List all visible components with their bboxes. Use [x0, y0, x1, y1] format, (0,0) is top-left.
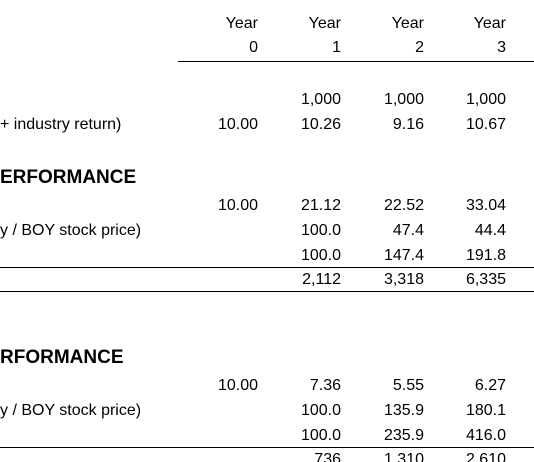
cell: 9.16: [392, 116, 424, 133]
total-cell: 2,610: [465, 451, 506, 462]
column-header: Year: [308, 15, 341, 32]
column-header: 1: [332, 39, 341, 56]
rule: [0, 267, 534, 268]
column-header: 0: [249, 39, 258, 56]
cell: 135.9: [383, 402, 424, 419]
cell: 6.27: [474, 377, 506, 394]
cell: 1,000: [465, 91, 506, 108]
column-header: Year: [391, 15, 424, 32]
cell: 10.00: [217, 197, 258, 214]
cell: 10.26: [300, 116, 341, 133]
row-label: y / BOY stock price): [0, 402, 142, 419]
section-heading: ERFORMANCE: [0, 167, 137, 188]
cell: 10.67: [465, 116, 506, 133]
cell: 33.04: [465, 197, 506, 214]
rule: [178, 61, 534, 62]
column-header: Year: [473, 15, 506, 32]
cell: 7.36: [309, 377, 341, 394]
total-cell: 3,318: [383, 271, 424, 288]
cell: 44.4: [474, 222, 506, 239]
row-label: + industry return): [0, 116, 122, 133]
cell: 191.8: [465, 247, 506, 264]
cell: 100.0: [300, 247, 341, 264]
column-header: Year: [225, 15, 258, 32]
cell: 416.0: [465, 427, 506, 444]
cell: 47.4: [392, 222, 424, 239]
cell: 10.00: [217, 377, 258, 394]
row-label: y / BOY stock price): [0, 222, 142, 239]
cell: 10.00: [217, 116, 258, 133]
cell: 5.55: [392, 377, 424, 394]
cell: 147.4: [383, 247, 424, 264]
cell: 100.0: [300, 402, 341, 419]
cell: 100.0: [300, 222, 341, 239]
cell: 180.1: [465, 402, 506, 419]
cell: 21.12: [300, 197, 341, 214]
total-cell: 1,310: [383, 451, 424, 462]
total-cell: 6,335: [465, 271, 506, 288]
rule: [0, 291, 534, 292]
rule: [0, 447, 534, 448]
cell: 22.52: [383, 197, 424, 214]
total-cell: 2,112: [302, 271, 341, 288]
cell: 100.0: [300, 427, 341, 444]
column-header: 3: [497, 39, 506, 56]
cell: 1,000: [300, 91, 341, 108]
column-header: 2: [415, 39, 424, 56]
section-heading: RFORMANCE: [0, 347, 124, 368]
total-cell: 736: [314, 451, 341, 462]
cell: 235.9: [383, 427, 424, 444]
cell: 1,000: [383, 91, 424, 108]
